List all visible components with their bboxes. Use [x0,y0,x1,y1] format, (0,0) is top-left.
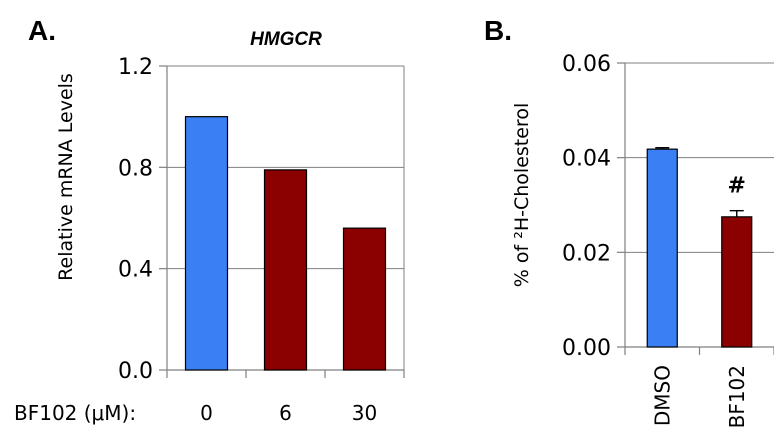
panel-a-bar [184,116,229,371]
panel-a-bar [342,227,387,371]
panel-b-plot: 0.00 0.02 0.04 0.06 DMSO # BF102 [562,52,774,428]
panel-a-xlabel: BF102 (μM): [14,401,136,425]
panel-a-y-tick-label: 0.4 [118,258,153,283]
panel-a-category-label: 6 [279,401,292,425]
panel-b-category-label: BF102 [725,365,749,428]
panel-a-plot: 0.0 0.4 0.8 1.2 0 6 30 [118,55,405,425]
panel-b-y-tick-label: 0.02 [562,241,611,266]
panel-a-bar [263,169,308,371]
panel-b-significance-mark: # [728,174,746,199]
panel-b-y-tick-label: 0.06 [562,52,611,77]
panel-b-category-label: DMSO [650,365,674,426]
panel-a-title: HMGCR [250,29,322,50]
panel-a-ylabel: Relative mRNA Levels [55,73,77,281]
panel-b-y-tick-label: 0.04 [562,147,611,172]
panel-b-bar [646,148,678,348]
panel-a-category-label: 30 [352,401,377,425]
panel-a-y-tick-label: 1.2 [118,55,153,80]
panel-b-y-tick-label: 0.00 [562,336,611,361]
panel-b-ylabel: % of ²H-Cholesterol [511,103,533,287]
panel-a-category-label: 0 [200,401,213,425]
panel-b-bar [721,216,753,348]
panel-a-label: A. [28,15,56,46]
panel-a-y-tick-label: 0.8 [118,156,153,181]
panel-b-label: B. [484,15,512,46]
panel-a-y-tick-label: 0.0 [118,359,153,384]
